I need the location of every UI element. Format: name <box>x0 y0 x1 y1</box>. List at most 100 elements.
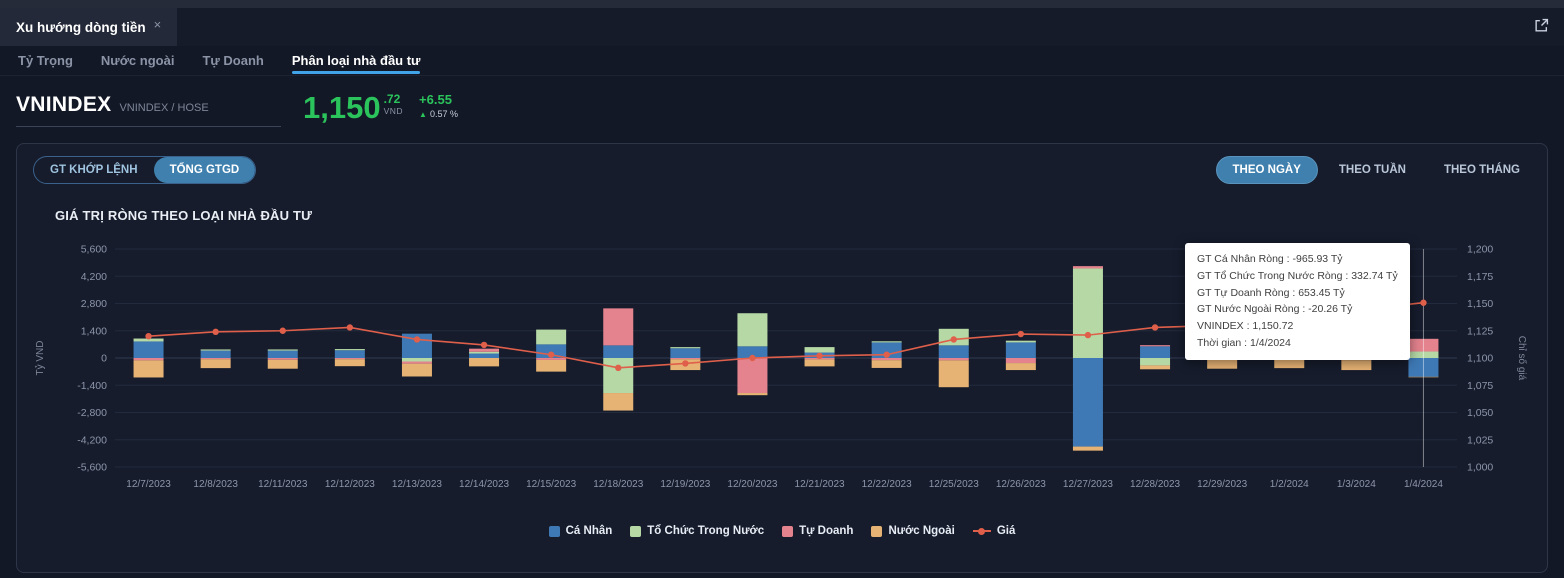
bar-segment[interactable] <box>469 353 500 358</box>
price-line-dot[interactable] <box>547 351 555 358</box>
bar-segment[interactable] <box>133 338 164 342</box>
bar-segment[interactable] <box>200 358 231 360</box>
bar-segment[interactable] <box>603 308 634 346</box>
gt-khop-lenh-button[interactable]: GT KHỚP LỆNH <box>34 157 154 183</box>
legend-item[interactable]: Nước Ngoài <box>871 525 955 537</box>
bar-segment[interactable] <box>1408 358 1439 377</box>
bar-segment[interactable] <box>1005 363 1036 371</box>
bar-segment[interactable] <box>334 350 365 358</box>
price-line-dot[interactable] <box>413 336 421 343</box>
price-line-dot[interactable] <box>1151 324 1159 331</box>
bar-segment[interactable] <box>133 358 164 361</box>
legend-item[interactable]: Giá <box>972 525 1015 537</box>
bar-segment[interactable] <box>401 358 432 362</box>
price-line-dot[interactable] <box>480 341 488 349</box>
bar-segment[interactable] <box>804 347 835 353</box>
bar-segment[interactable] <box>536 359 567 372</box>
bar-segment[interactable] <box>1341 360 1372 371</box>
bar-segment[interactable] <box>1140 365 1171 370</box>
price-line-dot[interactable] <box>883 351 890 358</box>
bar-segment[interactable] <box>200 359 231 369</box>
bar-segment[interactable] <box>804 359 835 367</box>
subnav-ty-trong[interactable]: Tỷ Trọng <box>18 46 73 75</box>
bar-segment[interactable] <box>267 358 298 360</box>
theo-tuan-button[interactable]: THEO TUẦN <box>1322 156 1423 184</box>
price-line-dot[interactable] <box>1420 299 1427 306</box>
bar-segment[interactable] <box>1140 345 1171 347</box>
bar-segment[interactable] <box>1408 376 1439 378</box>
bar-segment[interactable] <box>737 313 768 347</box>
bar-segment[interactable] <box>737 358 768 394</box>
price-line-dot[interactable] <box>279 327 286 334</box>
bar-segment[interactable] <box>536 329 567 345</box>
symbol-block[interactable]: VNINDEX VNINDEX / HOSE <box>16 93 281 127</box>
bar-segment[interactable] <box>1072 446 1103 451</box>
price-line-dot[interactable] <box>682 360 689 367</box>
bar-segment[interactable] <box>401 363 432 377</box>
bar-segment[interactable] <box>603 393 634 411</box>
bar-segment[interactable] <box>1140 346 1171 358</box>
bar-segment[interactable] <box>603 345 634 358</box>
bar-segment[interactable] <box>938 360 969 388</box>
bar-segment[interactable] <box>200 349 231 351</box>
price-line-dot[interactable] <box>615 364 622 372</box>
bar-segment[interactable] <box>133 360 164 378</box>
bar-segment[interactable] <box>603 358 634 394</box>
bar-segment[interactable] <box>334 349 365 351</box>
bar-segment[interactable] <box>871 341 902 343</box>
bar-segment[interactable] <box>670 347 701 349</box>
bar-segment[interactable] <box>401 361 432 364</box>
price-line-dot[interactable] <box>749 354 756 362</box>
bar-segment[interactable] <box>1408 338 1439 352</box>
subnav-tu-doanh[interactable]: Tự Doanh <box>202 46 263 75</box>
bar-segment[interactable] <box>1207 359 1238 369</box>
price-line-dot[interactable] <box>950 336 957 343</box>
subnav-phan-loai-nha-dau-tu[interactable]: Phân loại nhà đầu tư <box>291 46 421 75</box>
popout-icon[interactable] <box>1534 18 1550 34</box>
bar-segment[interactable] <box>1140 358 1171 366</box>
bar-segment[interactable] <box>1072 358 1103 447</box>
bar-segment[interactable] <box>938 345 969 358</box>
subnav-nuoc-ngoai[interactable]: Nước ngoài <box>101 46 175 75</box>
bar-segment[interactable] <box>334 359 365 367</box>
price-line-dot[interactable] <box>1084 331 1092 339</box>
bar-segment[interactable] <box>737 346 768 358</box>
bar-segment[interactable] <box>871 358 902 361</box>
bar-segment[interactable] <box>267 349 298 351</box>
price-line-dot[interactable] <box>145 333 152 340</box>
bar-segment[interactable] <box>1005 340 1036 343</box>
bar-segment[interactable] <box>267 350 298 358</box>
bar-segment[interactable] <box>536 358 567 360</box>
price-line-dot[interactable] <box>346 324 354 331</box>
legend-item[interactable]: Tự Doanh <box>782 525 853 537</box>
bar-segment[interactable] <box>737 393 768 396</box>
price-line-dot[interactable] <box>816 352 823 360</box>
tab-xu-huong-dong-tien[interactable]: Xu hướng dòng tiền × <box>0 8 178 46</box>
bar-segment[interactable] <box>670 358 701 360</box>
bar-segment[interactable] <box>133 341 164 358</box>
bar-segment[interactable] <box>871 360 902 368</box>
bar-segment[interactable] <box>334 358 365 360</box>
bar-segment[interactable] <box>670 348 701 358</box>
bar-segment[interactable] <box>1005 342 1036 358</box>
theo-thang-button[interactable]: THEO THÁNG <box>1427 156 1537 184</box>
tab-close-icon[interactable]: × <box>153 16 162 32</box>
bar-segment[interactable] <box>1072 268 1103 358</box>
tong-gtgd-button[interactable]: TỔNG GTGD <box>153 157 256 183</box>
bar-segment[interactable] <box>267 359 298 369</box>
legend-item[interactable]: Cá Nhân <box>548 525 612 537</box>
bar-segment[interactable] <box>469 351 500 354</box>
bar-segment[interactable] <box>469 358 500 367</box>
price-line-dot[interactable] <box>212 328 219 336</box>
price-line-dot[interactable] <box>1017 330 1025 338</box>
bar-segment[interactable] <box>200 350 231 358</box>
bar-segment[interactable] <box>1274 359 1305 369</box>
bar-segment[interactable] <box>469 348 500 352</box>
legend-item[interactable]: Tổ Chức Trong Nước <box>630 525 764 537</box>
bar-segment[interactable] <box>938 358 969 361</box>
bar-segment[interactable] <box>1408 351 1439 358</box>
bar-segment[interactable] <box>1005 358 1036 364</box>
theo-ngay-button[interactable]: THEO NGÀY <box>1215 156 1318 184</box>
bar-segment[interactable] <box>536 344 567 358</box>
bar-segment[interactable] <box>1072 266 1103 269</box>
